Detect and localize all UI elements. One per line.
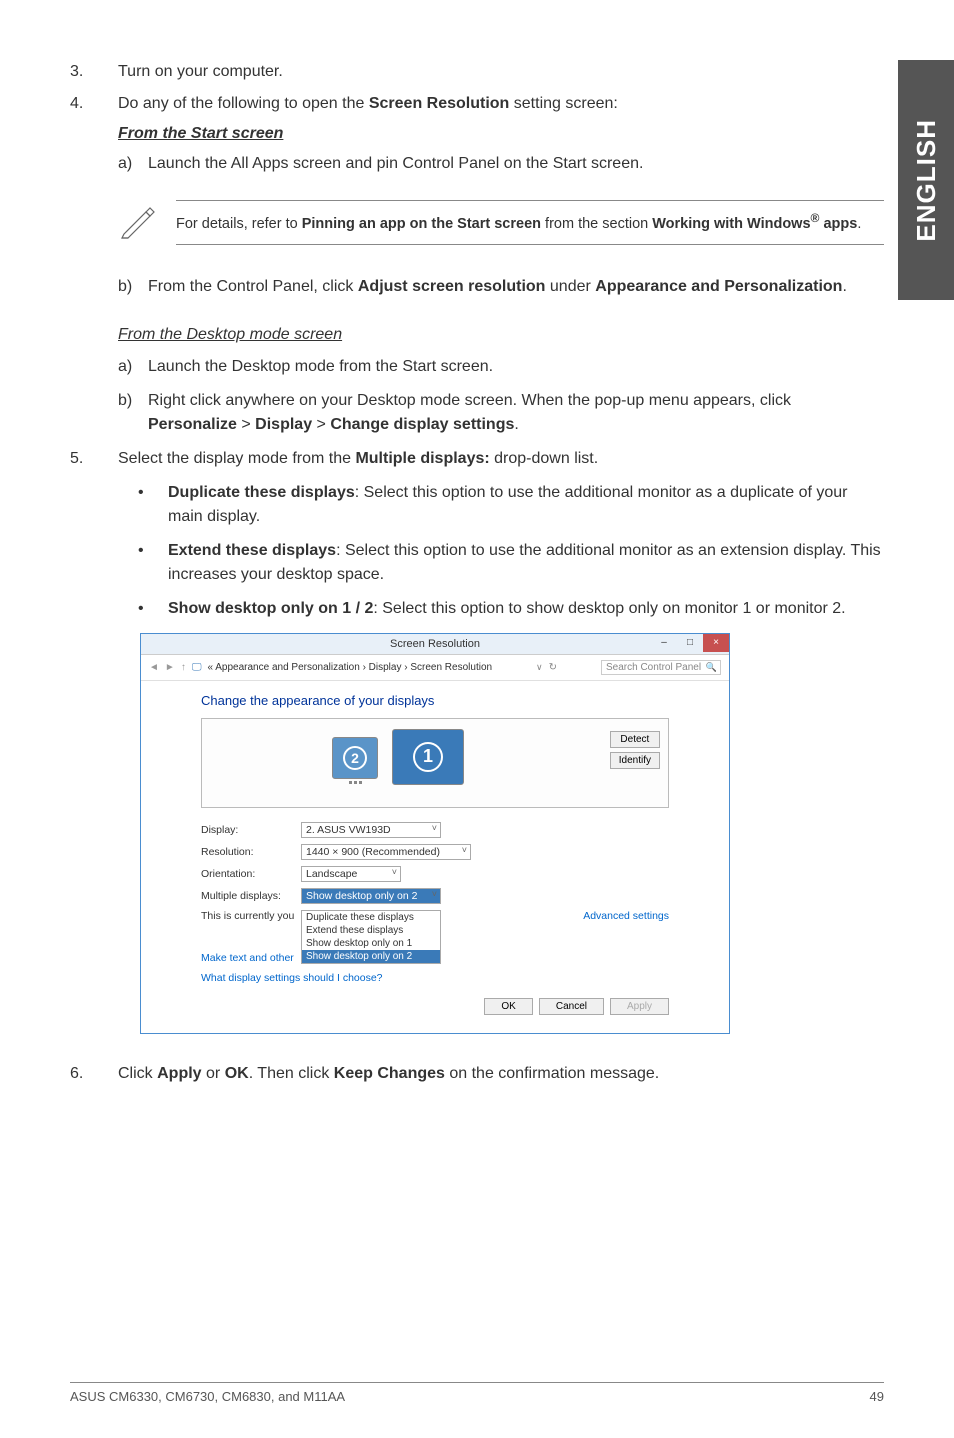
- step-3-number: 3.: [70, 60, 118, 84]
- note-text: For details, refer to Pinning an app on …: [176, 200, 884, 245]
- search-icon: 🔍: [706, 662, 717, 673]
- monitor-2[interactable]: 2: [332, 737, 378, 779]
- step-4a: a) Launch the All Apps screen and pin Co…: [118, 152, 884, 176]
- bullet-show: • Show desktop only on 1 / 2: Select thi…: [138, 597, 884, 621]
- detect-button[interactable]: Detect: [610, 731, 660, 748]
- window-titlebar: Screen Resolution – □ ×: [141, 634, 729, 655]
- from-desktop-heading: From the Desktop mode screen: [118, 323, 884, 347]
- monitor-preview: 2 1 Detect Identify: [201, 718, 669, 808]
- footer-page-number: 49: [870, 1389, 884, 1404]
- forward-icon[interactable]: ►: [165, 662, 175, 673]
- window-controls: – □ ×: [651, 634, 729, 652]
- search-input[interactable]: Search Control Panel 🔍: [601, 660, 721, 675]
- step-4-da: a) Launch the Desktop mode from the Star…: [118, 355, 884, 379]
- resolution-select[interactable]: 1440 × 900 (Recommended): [301, 844, 471, 860]
- close-icon[interactable]: ×: [703, 634, 729, 652]
- advanced-settings-link[interactable]: Advanced settings: [583, 910, 669, 922]
- ok-button[interactable]: OK: [484, 998, 532, 1015]
- footer-left: ASUS CM6330, CM6730, CM6830, and M11AA: [70, 1389, 345, 1404]
- breadcrumb[interactable]: « Appearance and Personalization › Displ…: [207, 662, 492, 673]
- window-heading: Change the appearance of your displays: [201, 693, 669, 708]
- step-5: 5. Select the display mode from the Mult…: [70, 447, 884, 621]
- identify-button[interactable]: Identify: [610, 752, 660, 769]
- pencil-icon: [118, 200, 158, 240]
- display-row: Display: 2. ASUS VW193D: [201, 822, 669, 838]
- orientation-row: Orientation: Landscape: [201, 866, 669, 882]
- step-4b-wrap: b) From the Control Panel, click Adjust …: [70, 269, 884, 437]
- monitor-icon: 🖵: [192, 662, 202, 673]
- bullet-extend: • Extend these displays: Select this opt…: [138, 539, 884, 587]
- step-4b: b) From the Control Panel, click Adjust …: [118, 275, 884, 299]
- step-4-number: 4.: [70, 92, 118, 176]
- window: Screen Resolution – □ × ◄ ► ↑ 🖵 « Appear…: [140, 633, 730, 1034]
- address-bar: ◄ ► ↑ 🖵 « Appearance and Personalization…: [141, 655, 729, 681]
- step-3: 3. Turn on your computer.: [70, 60, 884, 84]
- cancel-button[interactable]: Cancel: [539, 998, 604, 1015]
- maximize-icon[interactable]: □: [677, 634, 703, 652]
- bullet-duplicate: • Duplicate these displays: Select this …: [138, 481, 884, 529]
- multiple-dropdown[interactable]: Duplicate these displays Extend these di…: [301, 910, 441, 964]
- minimize-icon[interactable]: –: [651, 634, 677, 652]
- up-icon[interactable]: ↑: [181, 662, 186, 673]
- step-6: 6. Click Apply or OK. Then click Keep Ch…: [70, 1062, 884, 1086]
- note-box: For details, refer to Pinning an app on …: [118, 200, 884, 245]
- screen-resolution-screenshot: Screen Resolution – □ × ◄ ► ↑ 🖵 « Appear…: [140, 633, 884, 1034]
- dialog-buttons: OK Cancel Apply: [201, 998, 669, 1015]
- step-4-content: Do any of the following to open the Scre…: [118, 92, 884, 176]
- multiple-select[interactable]: Show desktop only on 2: [301, 888, 441, 904]
- page-content: 3. Turn on your computer. 4. Do any of t…: [0, 0, 954, 1124]
- what-settings-link[interactable]: What display settings should I choose?: [201, 972, 669, 984]
- display-select[interactable]: 2. ASUS VW193D: [301, 822, 441, 838]
- step-4-db: b) Right click anywhere on your Desktop …: [118, 389, 884, 437]
- monitor-1[interactable]: 1: [392, 729, 464, 785]
- page-footer: ASUS CM6330, CM6730, CM6830, and M11AA 4…: [70, 1382, 884, 1404]
- window-body: Change the appearance of your displays 2…: [141, 681, 729, 1033]
- step-4: 4. Do any of the following to open the S…: [70, 92, 884, 176]
- step-3-text: Turn on your computer.: [118, 60, 884, 84]
- multiple-row: Multiple displays: Show desktop only on …: [201, 888, 669, 904]
- step-4-intro: Do any of the following to open the Scre…: [118, 92, 884, 116]
- back-icon[interactable]: ◄: [149, 662, 159, 673]
- apply-button[interactable]: Apply: [610, 998, 669, 1015]
- resolution-row: Resolution: 1440 × 900 (Recommended): [201, 844, 669, 860]
- orientation-select[interactable]: Landscape: [301, 866, 401, 882]
- from-start-heading: From the Start screen: [118, 122, 884, 146]
